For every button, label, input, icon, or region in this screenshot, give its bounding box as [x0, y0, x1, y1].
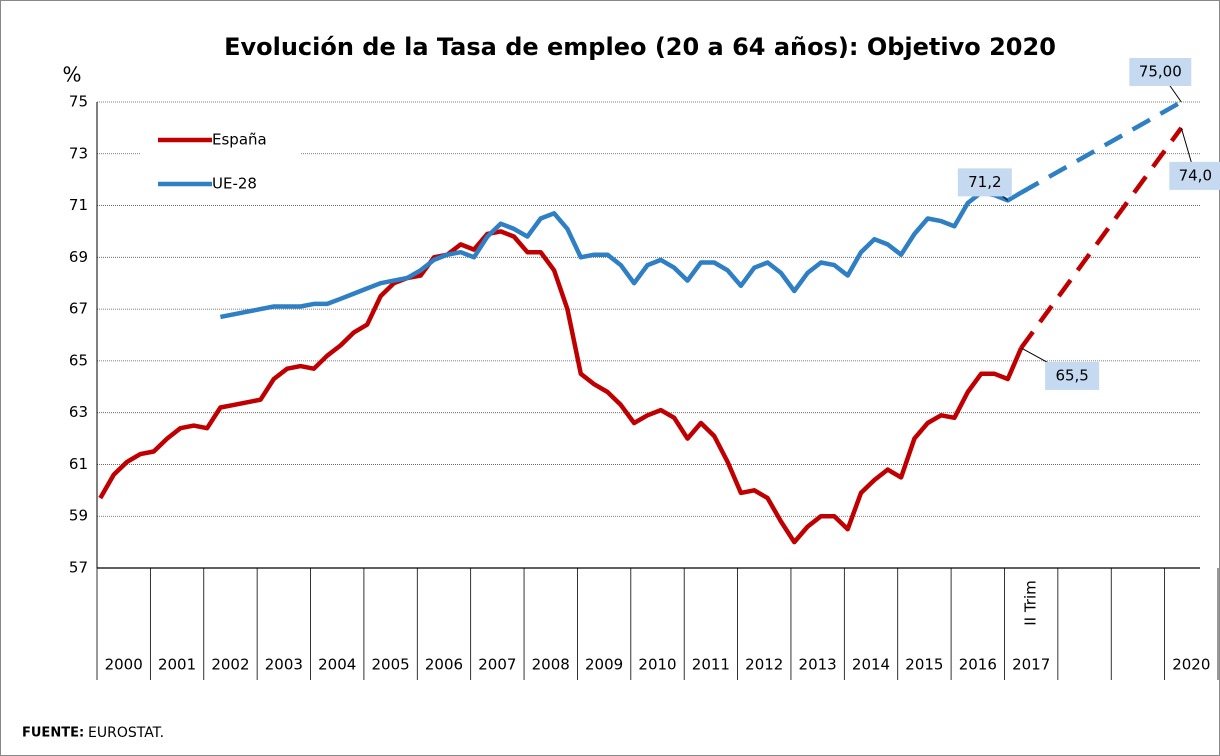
annotation: II Trim [1022, 580, 1040, 626]
x-tick-label: 2002 [211, 656, 249, 674]
x-tick-label: 2004 [318, 656, 356, 674]
y-tick-label: 73 [69, 144, 88, 162]
y-tick-label: 61 [69, 455, 88, 473]
x-tick-label: 2014 [852, 656, 890, 674]
series-line [98, 229, 1024, 545]
legend-label: España [212, 131, 267, 149]
x-tick-label: 2000 [105, 656, 143, 674]
x-tick-label: 2012 [745, 656, 783, 674]
y-tick-label: 75 [69, 93, 88, 111]
x-tick-label: 2007 [478, 656, 516, 674]
x-tick-label: 2005 [372, 656, 410, 674]
x-tick-label: 2008 [532, 656, 570, 674]
x-tick-label: 2017 [1012, 656, 1050, 674]
x-tick-label: 2013 [799, 656, 837, 674]
label-box [1169, 161, 1220, 190]
label-box [1045, 361, 1100, 390]
label-box [1129, 58, 1192, 86]
projection-line [1019, 126, 1184, 350]
source: EUROSTAT. [88, 725, 164, 741]
data-label: 65,5 [1055, 366, 1088, 384]
source-label: FUENTE: [22, 726, 84, 741]
y-tick-label: 65 [69, 351, 88, 369]
y-tick-label: 69 [69, 248, 88, 266]
y-tick-label: 63 [69, 403, 88, 421]
chart-title: Evolución de la Tasa de empleo (20 a 64 … [224, 33, 1056, 61]
data-label: 71,2 [968, 173, 1001, 191]
y-axis-label: % [62, 63, 81, 87]
x-tick-label: 2011 [692, 656, 730, 674]
x-tick-label: 2015 [905, 656, 943, 674]
label-box [957, 168, 1012, 197]
y-tick-label: 59 [69, 507, 88, 525]
x-tick-label: 2003 [265, 656, 303, 674]
y-tick-label: 71 [69, 196, 88, 214]
y-tick-label: 57 [69, 559, 88, 577]
legend-box [140, 120, 300, 202]
x-tick-label: 2016 [959, 656, 997, 674]
data-label: 75,00 [1139, 63, 1182, 81]
series-line [219, 190, 1023, 320]
x-tick-label: 2009 [585, 656, 623, 674]
y-tick-label: 67 [69, 300, 88, 318]
x-tick-label: 2020 [1172, 656, 1210, 674]
legend-label: UE-28 [212, 175, 257, 193]
x-tick-label: 2010 [638, 656, 676, 674]
x-tick-label: 2001 [158, 656, 196, 674]
data-label: 74,0 [1179, 166, 1212, 184]
x-tick-label: 2006 [425, 656, 463, 674]
